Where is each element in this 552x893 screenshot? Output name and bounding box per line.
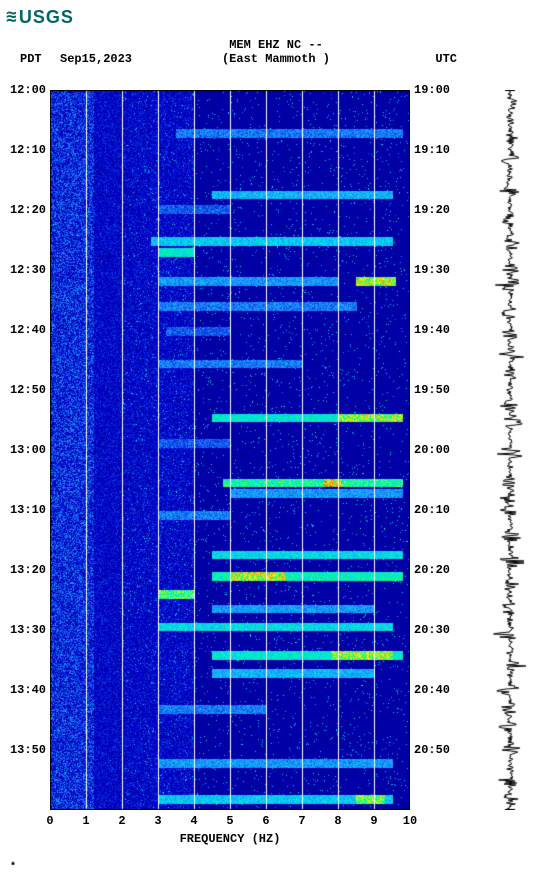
station-code: MEM EHZ NC -- bbox=[0, 38, 552, 52]
right-time-tick: 20:00 bbox=[414, 443, 450, 457]
left-time-tick: 12:10 bbox=[10, 143, 46, 157]
freq-tick: 9 bbox=[370, 814, 377, 828]
right-time-axis: 19:0019:1019:2019:3019:4019:5020:0020:10… bbox=[412, 90, 460, 810]
freq-tick: 2 bbox=[118, 814, 125, 828]
freq-tick: 6 bbox=[262, 814, 269, 828]
right-time-tick: 19:00 bbox=[414, 83, 450, 97]
seismogram-trace bbox=[480, 90, 540, 810]
left-time-tick: 13:50 bbox=[10, 743, 46, 757]
right-time-tick: 19:20 bbox=[414, 203, 450, 217]
logo-wave-icon: ≋ bbox=[6, 6, 17, 28]
right-time-tick: 19:30 bbox=[414, 263, 450, 277]
freq-tick: 4 bbox=[190, 814, 197, 828]
freq-tick: 1 bbox=[82, 814, 89, 828]
right-time-tick: 20:30 bbox=[414, 623, 450, 637]
left-time-tick: 13:40 bbox=[10, 683, 46, 697]
right-time-tick: 19:10 bbox=[414, 143, 450, 157]
left-time-tick: 12:40 bbox=[10, 323, 46, 337]
spectrogram-chart bbox=[50, 90, 410, 810]
freq-tick: 8 bbox=[334, 814, 341, 828]
usgs-logo: ≋ USGS bbox=[6, 6, 74, 28]
left-tz-label: PDT bbox=[20, 52, 42, 66]
left-time-tick: 12:20 bbox=[10, 203, 46, 217]
footnote-mark: * bbox=[10, 862, 16, 873]
left-time-tick: 13:10 bbox=[10, 503, 46, 517]
left-time-tick: 13:20 bbox=[10, 563, 46, 577]
logo-text: USGS bbox=[19, 7, 74, 28]
left-time-axis: 12:0012:1012:2012:3012:4012:5013:0013:10… bbox=[0, 90, 48, 810]
spectrogram-canvas bbox=[50, 90, 410, 810]
freq-tick: 10 bbox=[403, 814, 417, 828]
freq-tick: 5 bbox=[226, 814, 233, 828]
left-time-tick: 13:00 bbox=[10, 443, 46, 457]
right-time-tick: 20:10 bbox=[414, 503, 450, 517]
left-time-tick: 12:30 bbox=[10, 263, 46, 277]
seismogram-canvas bbox=[480, 90, 540, 810]
left-time-tick: 12:50 bbox=[10, 383, 46, 397]
freq-tick: 0 bbox=[46, 814, 53, 828]
freq-tick: 3 bbox=[154, 814, 161, 828]
left-time-tick: 12:00 bbox=[10, 83, 46, 97]
left-time-tick: 13:30 bbox=[10, 623, 46, 637]
frequency-axis: 012345678910 bbox=[50, 814, 410, 834]
right-time-tick: 20:40 bbox=[414, 683, 450, 697]
right-time-tick: 20:50 bbox=[414, 743, 450, 757]
right-tz-label: UTC bbox=[435, 52, 457, 66]
right-time-tick: 20:20 bbox=[414, 563, 450, 577]
right-time-tick: 19:50 bbox=[414, 383, 450, 397]
x-axis-label: FREQUENCY (HZ) bbox=[50, 832, 410, 846]
right-time-tick: 19:40 bbox=[414, 323, 450, 337]
freq-tick: 7 bbox=[298, 814, 305, 828]
date-label: Sep15,2023 bbox=[60, 52, 132, 66]
